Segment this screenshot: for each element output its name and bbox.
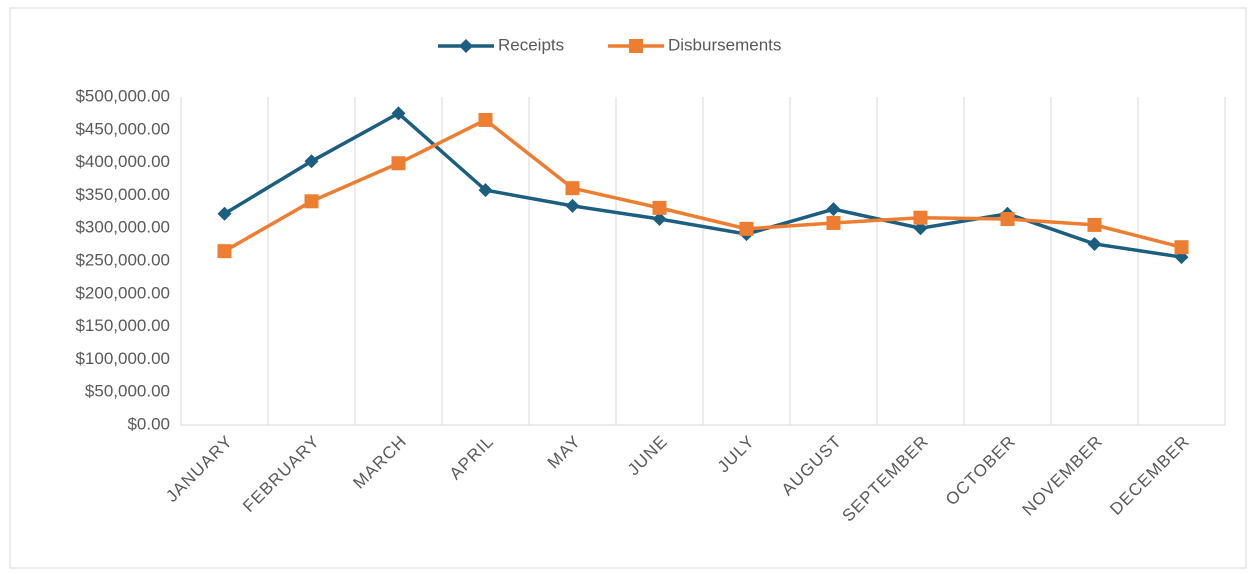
marker	[565, 181, 580, 196]
marker	[217, 206, 232, 221]
y-tick-label: $0.00	[127, 414, 170, 433]
y-tick-label: $500,000.00	[75, 86, 170, 105]
marker	[913, 210, 928, 225]
marker	[304, 194, 319, 209]
series-line	[223, 117, 1182, 253]
y-tick-label: $250,000.00	[75, 250, 170, 269]
marker	[304, 154, 319, 169]
marker	[652, 212, 667, 227]
marker	[826, 202, 841, 217]
y-tick-label: $400,000.00	[75, 152, 170, 171]
y-tick-label: $300,000.00	[75, 218, 170, 237]
marker	[739, 221, 754, 236]
y-tick-label: $150,000.00	[75, 316, 170, 335]
legend-label: Disbursements	[668, 35, 781, 54]
marker	[565, 198, 580, 213]
marker	[1174, 240, 1189, 255]
marker	[629, 39, 643, 53]
y-tick-label: $350,000.00	[75, 185, 170, 204]
marker	[478, 183, 493, 198]
marker	[391, 156, 406, 171]
y-tick-label: $50,000.00	[85, 382, 170, 401]
marker	[391, 106, 406, 121]
marker	[217, 244, 232, 259]
marker	[459, 39, 473, 53]
legend-label: Receipts	[498, 35, 564, 54]
marker	[652, 200, 667, 215]
y-tick-label: $450,000.00	[75, 119, 170, 138]
y-tick-label: $100,000.00	[75, 349, 170, 368]
marker	[1087, 217, 1102, 232]
marker	[826, 215, 841, 230]
marker	[478, 112, 493, 127]
chart-border	[9, 7, 1247, 569]
marker	[1087, 236, 1102, 251]
y-tick-label: $200,000.00	[75, 283, 170, 302]
marker	[1000, 212, 1015, 227]
